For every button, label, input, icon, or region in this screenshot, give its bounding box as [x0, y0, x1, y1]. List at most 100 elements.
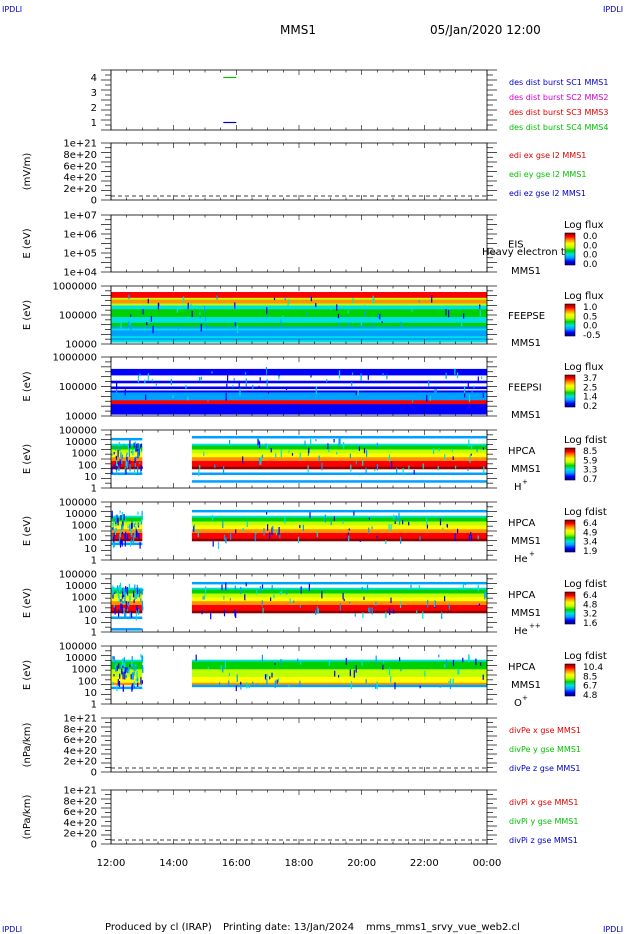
panel-frame	[110, 717, 488, 773]
panel-FEEPSE: 10000 100000 1000000 E (eV) FEEPSE MMS1 Log fl…	[22, 282, 604, 351]
ytick-label: 100000	[59, 426, 97, 437]
colorbar-title: Log fdist	[564, 435, 607, 446]
ytick-label: 4	[91, 73, 97, 84]
colorbar-tick-label: 0.0	[583, 260, 598, 270]
ylabel: (mV/m)	[22, 153, 33, 191]
colorbar	[564, 447, 576, 481]
spacecraft-label: MMS1	[511, 338, 541, 349]
legend-label: divPi z gse MMS1	[509, 836, 578, 845]
ytick-label: 100	[78, 532, 97, 543]
ytick-label: 100000	[59, 382, 97, 393]
xtick-label: 22:00	[410, 858, 439, 869]
ytick-label: 1e+04	[63, 268, 97, 279]
species-charge: +	[522, 478, 528, 486]
colorbar	[564, 303, 576, 337]
ylabel: E (eV)	[22, 228, 33, 258]
colorbar	[564, 663, 576, 697]
panels-group: 1 2 3 4 des dist burst SC1 MMS1 des dist burs…	[22, 69, 608, 851]
species-charge: ++	[529, 622, 541, 630]
ytick-label: 1e+21	[63, 786, 97, 797]
footer-filename: mms_mms1_srvy_vue_web2.cl	[366, 922, 520, 933]
panel-frame	[110, 142, 488, 201]
ytick-label: 1	[91, 484, 97, 495]
ytick-label: 2e+20	[63, 757, 97, 768]
ytick-label: 100	[78, 604, 97, 615]
colorbar-title: Log flux	[564, 362, 604, 373]
overlay-label: Heavy electron tof	[482, 247, 575, 258]
colorbar-tick-label: 0.0	[583, 322, 598, 332]
ytick-label: 0	[91, 840, 97, 851]
ytick-label: 4e+20	[63, 173, 97, 184]
ytick-label: 10000	[65, 509, 97, 520]
legend-label: des dist burst SC3 MMS3	[509, 108, 608, 117]
ytick-label: 10000	[65, 340, 97, 351]
ytick-label: 4e+20	[63, 746, 97, 757]
footer-printing-date: Printing date: 13/Jan/2024	[223, 922, 354, 933]
species-label: H	[514, 482, 522, 493]
colorbar-title: Log flux	[564, 220, 604, 231]
species-label: He	[514, 554, 528, 565]
legend-label: edi ey gse l2 MMS1	[509, 170, 587, 179]
ytick-label: 100000	[59, 498, 97, 509]
xtick-label: 12:00	[97, 858, 126, 869]
ytick-label: 1000000	[52, 353, 97, 364]
colorbar-tick-label: 4.9	[583, 528, 598, 538]
species-label: He	[514, 626, 528, 637]
ytick-label: 100000	[59, 570, 97, 581]
colorbar-tick-label: -0.5	[583, 331, 601, 341]
colorbar-tick-label: 0.5	[583, 312, 597, 322]
ytick-label: 10	[84, 472, 97, 483]
colorbar-tick-label: 1.0	[583, 303, 598, 313]
colorbar-tick-label: 3.3	[583, 466, 597, 476]
xtick-label: 16:00	[222, 858, 251, 869]
ytick-label: 2e+20	[63, 829, 97, 840]
legend-label: divPe y gse MMS1	[509, 745, 581, 754]
ytick-label: 10	[84, 544, 97, 555]
ytick-label: 1e+21	[63, 714, 97, 725]
ytick-label: 10000	[65, 412, 97, 423]
ylabel: (nPa/km)	[22, 795, 33, 840]
ytick-label: 8e+20	[63, 724, 97, 735]
ylabel: E (eV)	[22, 516, 33, 546]
instrument-label: HPCA	[508, 446, 536, 457]
panel-burst: 1 2 3 4 des dist burst SC1 MMS1 des dist burs…	[91, 69, 608, 132]
logo-bottom-right: IPDLI	[603, 925, 623, 934]
xtick-label: 00:00	[473, 858, 502, 869]
ytick-label: 1000	[72, 593, 97, 604]
colorbar	[564, 374, 576, 408]
legend-label: des dist burst SC2 MMS2	[509, 93, 608, 102]
ylabel: E (eV)	[22, 444, 33, 474]
ytick-label: 10	[84, 688, 97, 699]
colorbar-tick-label: 0.0	[583, 232, 598, 242]
spacecraft-label: MMS1	[511, 608, 541, 619]
ytick-label: 100	[78, 460, 97, 471]
ytick-label: 8e+20	[63, 150, 97, 161]
legend-label: divPe z gse MMS1	[509, 764, 580, 773]
ytick-label: 1e+21	[63, 139, 97, 150]
colorbar-title: Log fdist	[564, 579, 607, 590]
legend-label: des dist burst SC4 MMS4	[509, 123, 608, 132]
instrument-label: HPCA	[508, 518, 536, 529]
colorbar-tick-label: 6.4	[583, 519, 598, 529]
colorbar-tick-label: 6.7	[583, 682, 597, 692]
species-charge: +	[529, 550, 535, 558]
ytick-label: 1e+06	[63, 230, 97, 241]
spacecraft-label: MMS1	[511, 410, 541, 421]
ytick-label: 10	[84, 616, 97, 627]
colorbar-tick-label: 2.5	[583, 383, 597, 393]
ytick-label: 1	[91, 118, 97, 129]
ytick-label: 2	[91, 103, 97, 114]
ytick-label: 1	[91, 556, 97, 567]
ytick-label: 100	[78, 676, 97, 687]
panel-FEEPSI: 10000 100000 1000000 E (eV) FEEPSI MMS1 Log fl…	[22, 353, 604, 423]
ytick-label: 1000	[72, 449, 97, 460]
ytick-label: 100000	[59, 642, 97, 653]
spectrogram-HPCA_O	[111, 654, 487, 692]
ytick-label: 8e+20	[63, 796, 97, 807]
ytick-label: 1e+05	[63, 249, 97, 260]
colorbar	[564, 232, 576, 266]
colorbar-tick-label: 0.0	[583, 241, 598, 251]
spectrogram-HPCA_H	[111, 436, 487, 483]
